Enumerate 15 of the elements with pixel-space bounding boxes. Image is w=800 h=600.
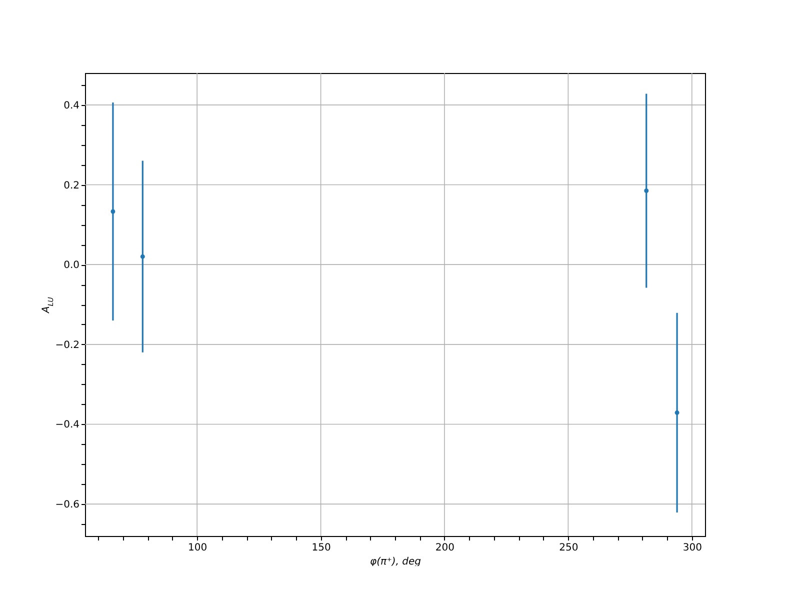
x-tick-label: 100 xyxy=(188,542,208,554)
x-tick-label: 300 xyxy=(682,542,702,554)
point xyxy=(644,188,649,193)
x-tick-label: 150 xyxy=(312,542,331,554)
x-tick-label: 200 xyxy=(435,542,455,554)
point xyxy=(110,209,116,214)
point xyxy=(140,254,145,259)
point xyxy=(674,410,680,415)
y-tick-label: −0.4 xyxy=(55,420,80,431)
y-tick-label: −0.2 xyxy=(55,340,80,351)
y-tick-label: −0.6 xyxy=(55,500,80,511)
x-tick-label: 250 xyxy=(559,542,578,554)
y-tick-label: 0.4 xyxy=(64,100,80,112)
y-tick-label: 0.0 xyxy=(64,260,80,272)
y-tick-label: 0.2 xyxy=(64,180,80,192)
